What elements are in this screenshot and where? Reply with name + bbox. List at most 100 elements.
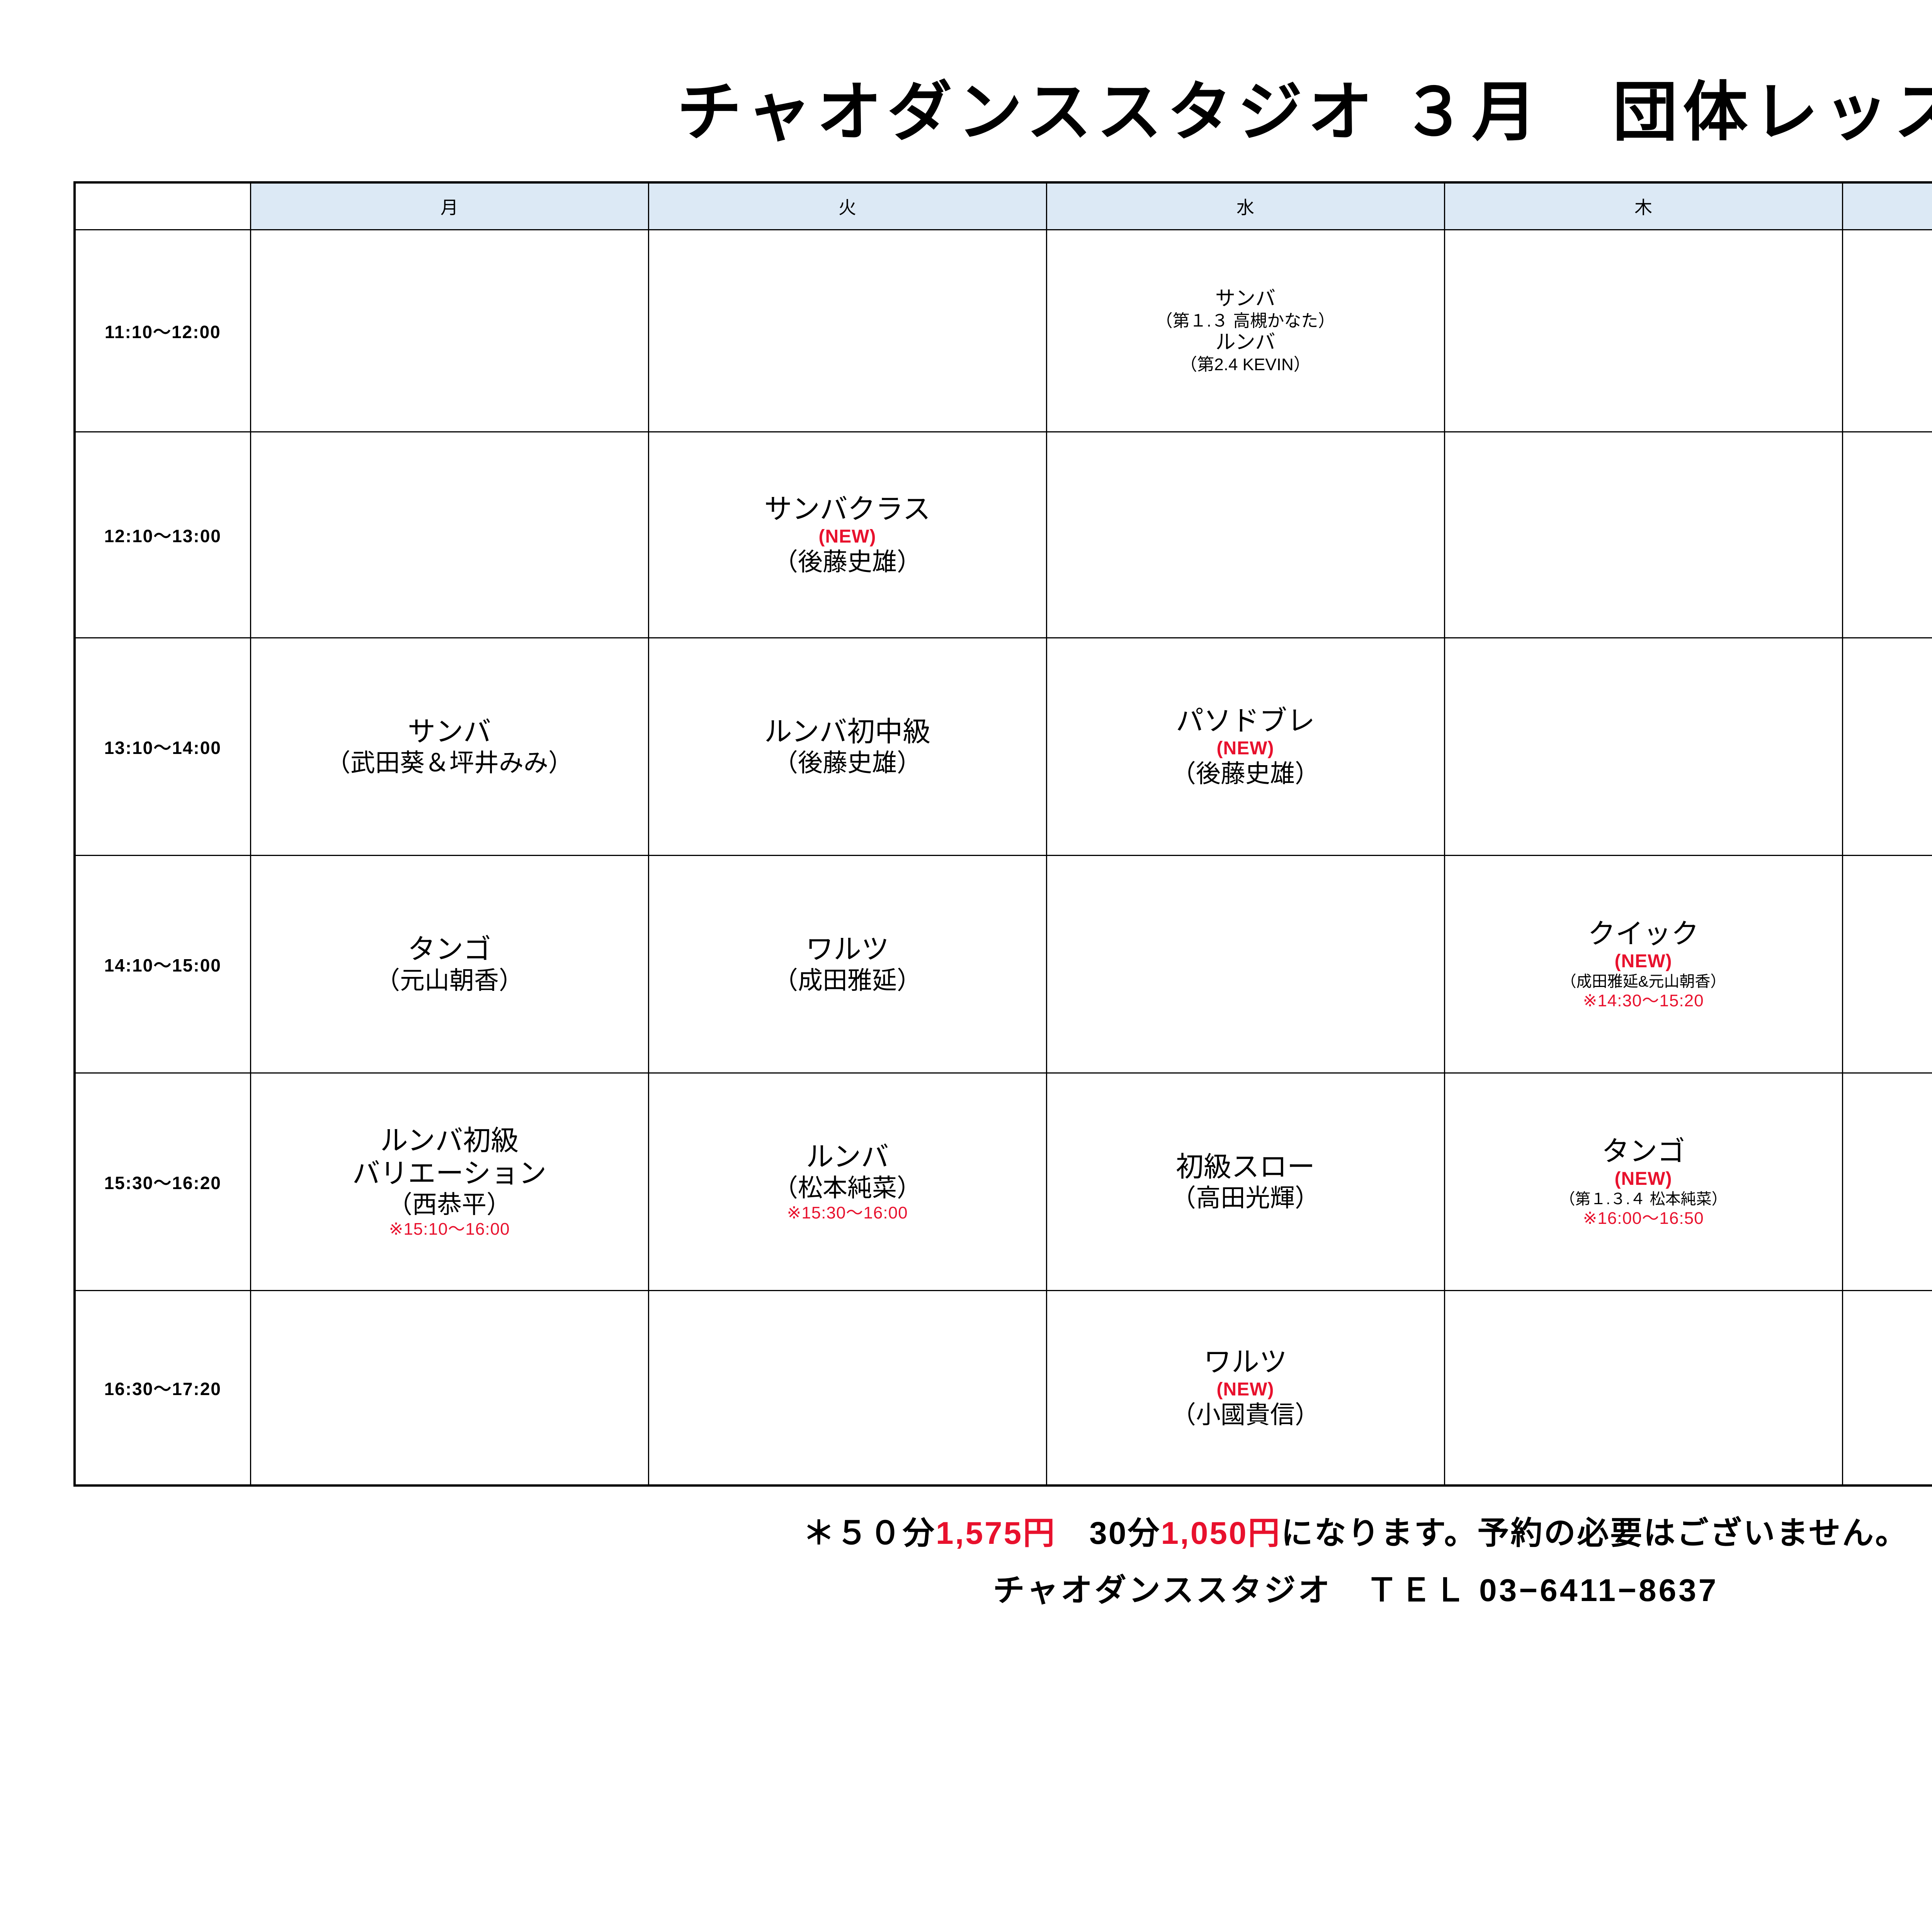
- lesson-cell-content: サンバクラス (NEW) （後藤史雄）: [650, 433, 1045, 637]
- price-50min: 1,575円: [936, 1516, 1056, 1551]
- lesson-line: サンバ: [407, 716, 491, 748]
- lesson-cell-content: パソドブレ (NEW) （後藤史雄）: [1048, 639, 1443, 854]
- empty-cell: [1842, 431, 1932, 639]
- price-suffix: になります。予約の必要はございません。: [1281, 1516, 1908, 1551]
- table-body: 11:10〜12:00 サンバ （第１.３ 高槻かなた） ルンバ （第2.4 KEVIN…: [74, 229, 1932, 1486]
- lesson-line: （武田葵＆坪井みみ）: [326, 749, 573, 777]
- lesson-line: （第１.３ 高槻かなた）: [1155, 311, 1335, 330]
- lesson-cell-content: クイック (NEW) （成田雅延&元山朝香） ※14:30〜15:20: [1446, 857, 1841, 1072]
- lesson-line: （後藤史雄）: [773, 749, 922, 777]
- lesson-cell-content: タンゴ (NEW) （第１.３.４ 松本純菜） ※16:00〜16:50: [1446, 1074, 1841, 1290]
- empty-cell: [250, 1290, 649, 1486]
- lesson-cell-content: タンゴ （元山朝香）: [252, 857, 647, 1072]
- lesson-cell[interactable]: チャチャチャ（西恭平）: [1842, 637, 1932, 856]
- lesson-cell-content: サンバ （武田葵＆坪井みみ）: [252, 639, 647, 854]
- lesson-cell-content: 初級スロー （高田光輝）: [1048, 1074, 1443, 1290]
- lesson-line: （成田雅延）: [773, 967, 922, 995]
- lesson-line: 初級スロー: [1175, 1152, 1315, 1183]
- lesson-line: ※15:10〜16:00: [389, 1220, 510, 1239]
- footer: ＊５０分1,575円 30分1,050円になります。予約の必要はございません。 …: [0, 1487, 1932, 1616]
- lesson-cell[interactable]: タンゴ （元山朝香）: [250, 855, 649, 1074]
- lesson-line: ルンバ初中級: [764, 716, 931, 748]
- empty-cell: [1842, 229, 1932, 433]
- empty-cell: [648, 229, 1047, 433]
- lesson-cell-content: ルンバ初中級 （後藤史雄）: [650, 639, 1045, 854]
- lesson-cell[interactable]: パソドブレ (NEW) （後藤史雄）: [1046, 637, 1445, 856]
- day-header-tue: 火: [648, 182, 1047, 231]
- schedule-row: 16:30〜17:20 ワルツ(NEW)（小國貴信） ルンバ（金子千紘）: [74, 1290, 1932, 1486]
- lesson-cell-content: ルンバ初級 バリエーション （西恭平） ※15:10〜16:00: [252, 1074, 647, 1290]
- lesson-line: （第2.4 KEVIN）: [1180, 355, 1311, 374]
- lesson-line: クイック: [1587, 919, 1699, 950]
- lesson-line: （第１.３.４ 松本純菜）: [1560, 1190, 1727, 1208]
- empty-cell: [250, 229, 649, 433]
- page-title: チャオダンススタジオ ３月 団体レッスン: [677, 76, 1932, 148]
- day-header-thu: 木: [1444, 182, 1843, 231]
- lesson-line: （成田雅延&元山朝香）: [1561, 973, 1726, 990]
- schedule-row: 11:10〜12:00 サンバ （第１.３ 高槻かなた） ルンバ （第2.4 KEVIN…: [74, 229, 1932, 433]
- lesson-cell[interactable]: スロー（元山朝香）※15:10〜16:00: [1842, 1072, 1932, 1292]
- lesson-line: ルンバ: [1215, 331, 1276, 354]
- table-header: 月 火 水 木 金 土: [73, 182, 1932, 231]
- lesson-line: （小國貴信）: [1171, 1401, 1320, 1429]
- day-header-mon: 月: [250, 182, 649, 231]
- lesson-cell[interactable]: クイック (NEW) （成田雅延&元山朝香） ※14:30〜15:20: [1444, 855, 1843, 1074]
- lesson-line: ルンバ: [806, 1142, 889, 1173]
- time-slot-label: 13:10〜14:00: [74, 637, 251, 856]
- lesson-cell[interactable]: ワルツ (NEW) （小國貴信）: [1046, 1290, 1445, 1486]
- lesson-line: （西恭平）: [388, 1190, 511, 1218]
- schedule-row: 12:10〜13:00サンバクラス(NEW)（後藤史雄）社交ダンス超入門（田中ゆ…: [74, 431, 1932, 639]
- day-header-wed: 水: [1046, 182, 1445, 231]
- lesson-cell[interactable]: サンバ （第１.３ 高槻かなた） ルンバ （第2.4 KEVIN）: [1046, 229, 1445, 433]
- lesson-cell[interactable]: ルンバ（金子千紘）: [1842, 1290, 1932, 1486]
- lesson-line: （元山朝香）: [375, 967, 524, 995]
- empty-cell: [1046, 431, 1445, 639]
- corner-cell: [73, 182, 251, 231]
- lesson-cell-content: ルンバ （松本純菜） ※15:30〜16:00: [650, 1074, 1045, 1290]
- empty-cell: [1842, 855, 1932, 1074]
- lesson-line: (NEW): [818, 526, 876, 547]
- lesson-line: バリエーション: [352, 1158, 547, 1189]
- time-slot-label: 11:10〜12:00: [74, 229, 251, 433]
- price-note: ＊５０分1,575円 30分1,050円になります。予約の必要はございません。: [0, 1512, 1932, 1555]
- lesson-cell[interactable]: ワルツ （成田雅延）: [648, 855, 1047, 1074]
- lesson-line: ルンバ初級: [380, 1125, 519, 1156]
- lesson-line: パソドブレ: [1175, 705, 1315, 737]
- lesson-cell[interactable]: 初級スロー （高田光輝）: [1046, 1072, 1445, 1292]
- lesson-line: タンゴ: [1601, 1136, 1685, 1167]
- empty-cell: [1444, 1290, 1843, 1486]
- lesson-line: ワルツ: [1203, 1346, 1287, 1378]
- lesson-cell[interactable]: ルンバ初級 バリエーション （西恭平） ※15:10〜16:00: [250, 1072, 649, 1292]
- empty-cell: [250, 431, 649, 639]
- schedule-row: 14:10〜15:00 タンゴ （元山朝香） ワルツ （成田雅延） クイック (NEW) （成…: [74, 855, 1932, 1074]
- lesson-line: (NEW): [1216, 738, 1274, 759]
- price-30min: 1,050円: [1161, 1516, 1281, 1551]
- time-slot-label: 16:30〜17:20: [74, 1290, 251, 1486]
- lesson-cell-content: ワルツ （成田雅延）: [650, 857, 1045, 1072]
- lesson-line: (NEW): [1614, 1169, 1672, 1189]
- lesson-line: サンバクラス: [764, 493, 931, 525]
- lesson-cell-content: サンバ （第１.３ 高槻かなた） ルンバ （第2.4 KEVIN）: [1048, 231, 1443, 431]
- lesson-cell[interactable]: タンゴ (NEW) （第１.３.４ 松本純菜） ※16:00〜16:50: [1444, 1072, 1843, 1292]
- schedule-row: 13:10〜14:00 サンバ （武田葵＆坪井みみ） ルンバ初中級 （後藤史雄） パソドブ…: [74, 637, 1932, 856]
- studio-contact: チャオダンススタジオ ＴＥＬ 03−6411−8637: [993, 1573, 1719, 1608]
- lesson-cell[interactable]: サンバクラス (NEW) （後藤史雄）: [648, 431, 1047, 639]
- lesson-line: (NEW): [1614, 951, 1672, 972]
- lesson-line: （後藤史雄）: [1171, 760, 1320, 788]
- lesson-line: （高田光輝）: [1171, 1184, 1320, 1212]
- lesson-cell-content: ルンバ（金子千紘）: [1844, 1292, 1932, 1485]
- lesson-cell[interactable]: ルンバ初中級 （後藤史雄）: [648, 637, 1047, 856]
- schedule-row: 15:30〜16:20 ルンバ初級 バリエーション （西恭平） ※15:10〜16:00…: [74, 1072, 1932, 1292]
- time-slot-label: 15:30〜16:20: [74, 1072, 251, 1292]
- lesson-line: タンゴ: [407, 934, 491, 965]
- lesson-cell[interactable]: サンバ （武田葵＆坪井みみ）: [250, 637, 649, 856]
- lesson-line: (NEW): [1216, 1379, 1274, 1400]
- lesson-cell-content: スロー（元山朝香）※15:10〜16:00: [1844, 1074, 1932, 1290]
- empty-cell: [1444, 637, 1843, 856]
- lesson-line: （松本純菜）: [773, 1174, 922, 1202]
- lesson-line: ワルツ: [805, 934, 889, 965]
- lesson-cell[interactable]: ルンバ （松本純菜） ※15:30〜16:00: [648, 1072, 1047, 1292]
- day-header-fri: 金: [1842, 182, 1932, 231]
- lesson-line: ※14:30〜15:20: [1583, 991, 1704, 1010]
- price-middle: 30分: [1056, 1516, 1161, 1551]
